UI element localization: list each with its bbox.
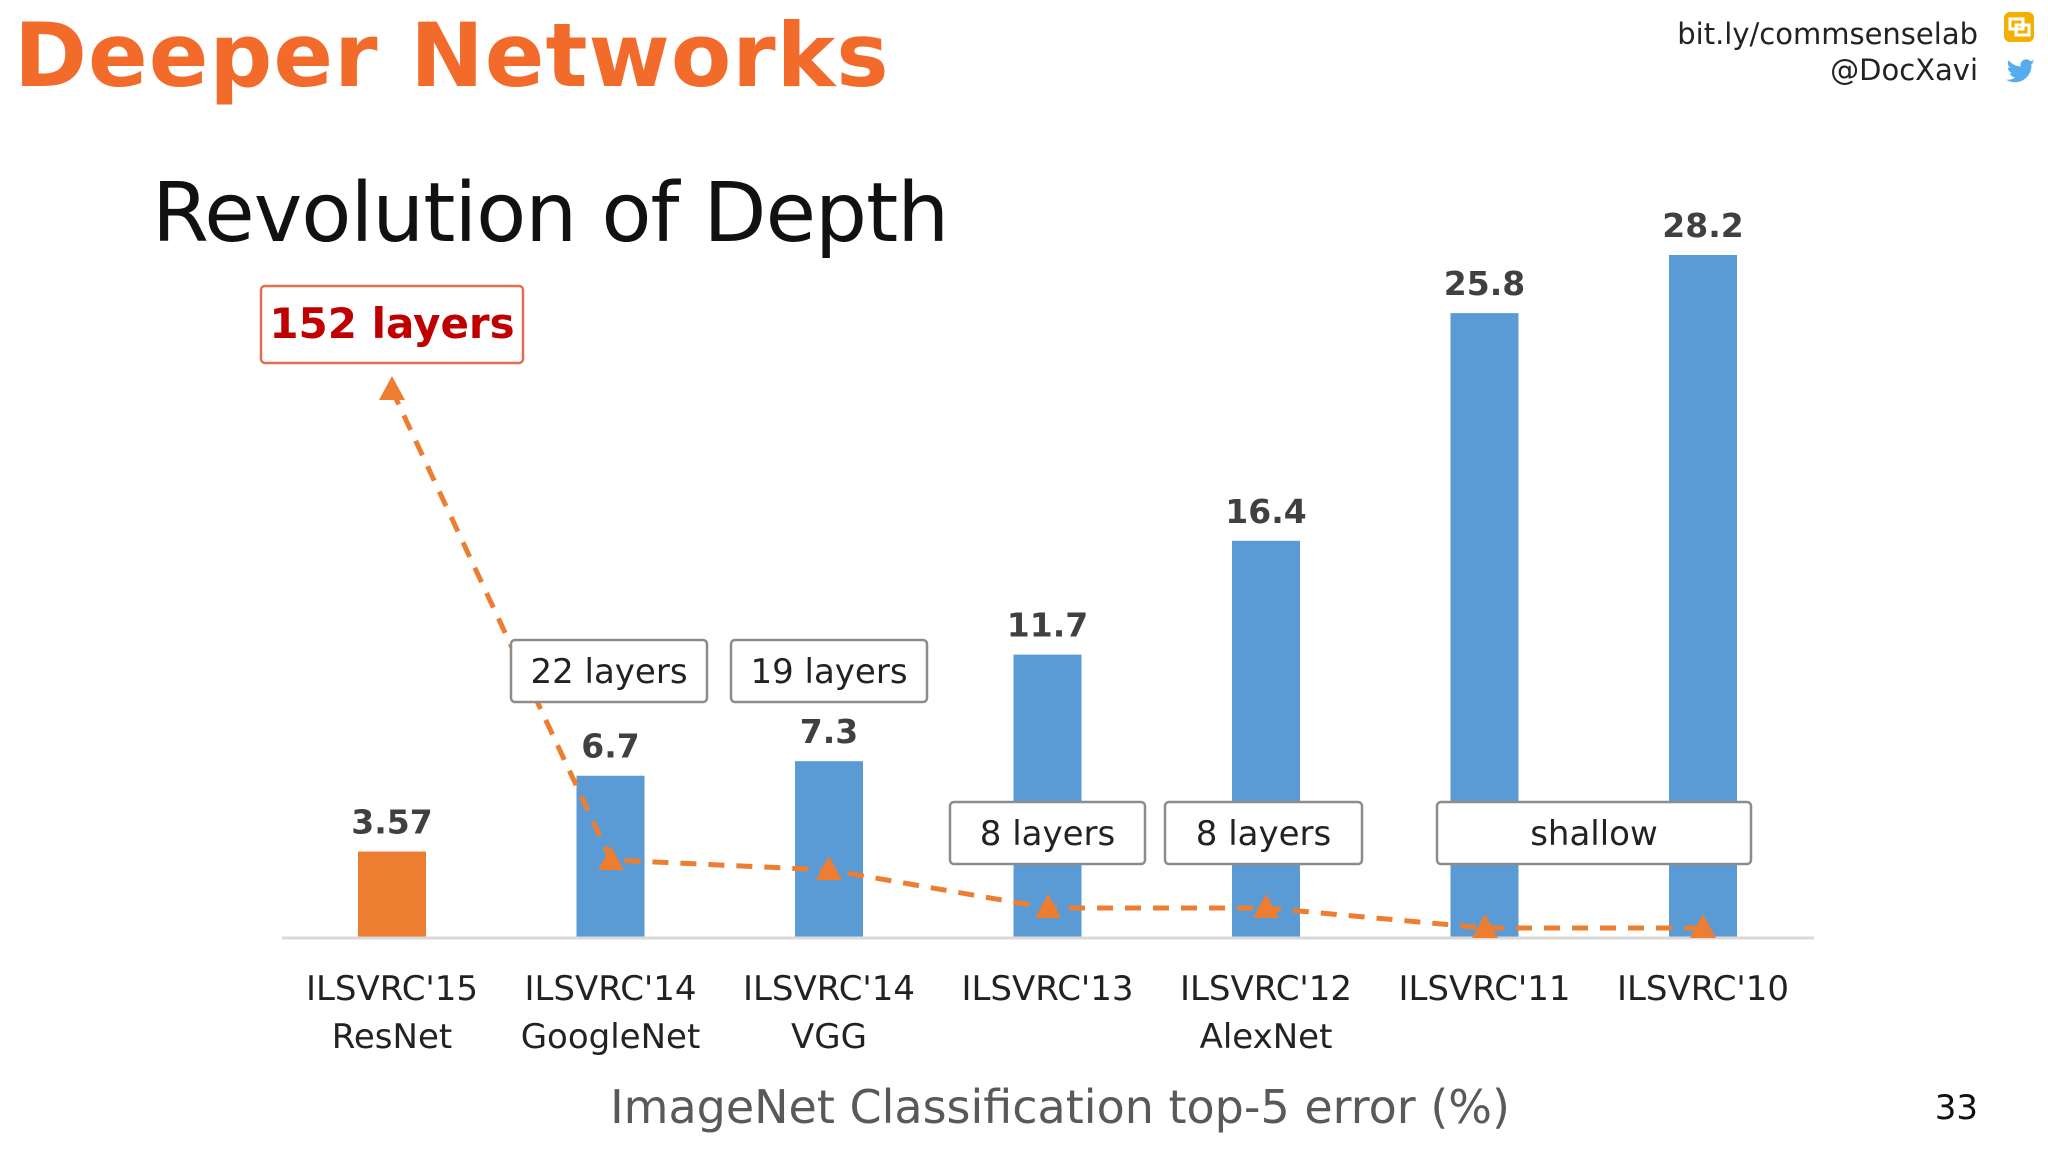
- depth-label-box: [948, 800, 1147, 866]
- depth-label-text: 22 layers: [530, 652, 687, 692]
- category-label: ILSVRC'14: [743, 969, 915, 1009]
- page-number: 33: [1934, 1088, 1978, 1128]
- bar-value-label: 3.57: [351, 803, 432, 842]
- bar-value-label: 11.7: [1007, 606, 1088, 645]
- slide-title: Deeper Networks: [14, 4, 890, 107]
- trend-marker: [1690, 914, 1716, 938]
- category-label: ILSVRC'11: [1398, 969, 1570, 1009]
- presentation-icon: [2004, 12, 2034, 42]
- depth-label-box: [509, 638, 709, 704]
- bar-value-label: 7.3: [800, 712, 858, 751]
- depth-label-text: 19 layers: [750, 652, 907, 692]
- depth-label-text: 8 layers: [1196, 814, 1331, 854]
- trend-marker: [1253, 894, 1279, 918]
- depth-label-box: [1163, 800, 1364, 866]
- category-sublabel: ResNet: [332, 1017, 452, 1057]
- category-label: ILSVRC'13: [961, 969, 1133, 1009]
- depth-label-text: shallow: [1530, 814, 1658, 854]
- bar-value-label: 6.7: [581, 727, 639, 766]
- trend-marker: [1035, 894, 1061, 918]
- bar: [358, 851, 426, 938]
- depth-label-box: [1435, 800, 1753, 866]
- category-sublabel: AlexNet: [1200, 1017, 1333, 1057]
- category-sublabel: VGG: [791, 1017, 867, 1057]
- trend-marker: [598, 846, 624, 870]
- trend-layer: [379, 376, 1716, 938]
- bar: [795, 761, 863, 938]
- labels-layer: 3.57 ILSVRC'15 ResNet 6.7 ILSVRC'14 GoogleNet…: [306, 206, 1789, 1057]
- bar-value-label: 28.2: [1662, 206, 1743, 245]
- chart-title: Revolution of Depth: [152, 166, 949, 261]
- bar: [1232, 540, 1300, 938]
- bar-value-label: 25.8: [1444, 264, 1525, 303]
- depth-label-box: [729, 638, 929, 704]
- category-label: ILSVRC'15: [306, 969, 478, 1009]
- category-sublabel: GoogleNet: [521, 1017, 701, 1057]
- depth-label-text: 152 layers: [269, 299, 514, 348]
- x-axis-label: ImageNet Classification top-5 error (%): [610, 1080, 1510, 1134]
- depth-label-text: 8 layers: [980, 814, 1115, 854]
- trend-marker: [379, 376, 405, 400]
- trend-marker: [816, 856, 842, 880]
- bar: [1013, 654, 1082, 938]
- depth-labels-layer: 152 layers 22 layers 19 layers 8 layers 8 la…: [259, 284, 1753, 866]
- category-label: ILSVRC'10: [1617, 969, 1789, 1009]
- depth-label-box: [259, 284, 525, 365]
- bar-value-label: 16.4: [1225, 492, 1306, 531]
- twitter-bird-icon: [2006, 59, 2035, 83]
- credit-handle[interactable]: @DocXavi: [1830, 53, 1978, 87]
- trend-marker: [1472, 914, 1498, 938]
- credit-link[interactable]: bit.ly/commsenselab: [1677, 17, 1978, 51]
- category-label: ILSVRC'14: [524, 969, 696, 1009]
- category-label: ILSVRC'12: [1180, 969, 1352, 1009]
- credits: bit.ly/commsenselab @DocXavi: [1677, 16, 1978, 88]
